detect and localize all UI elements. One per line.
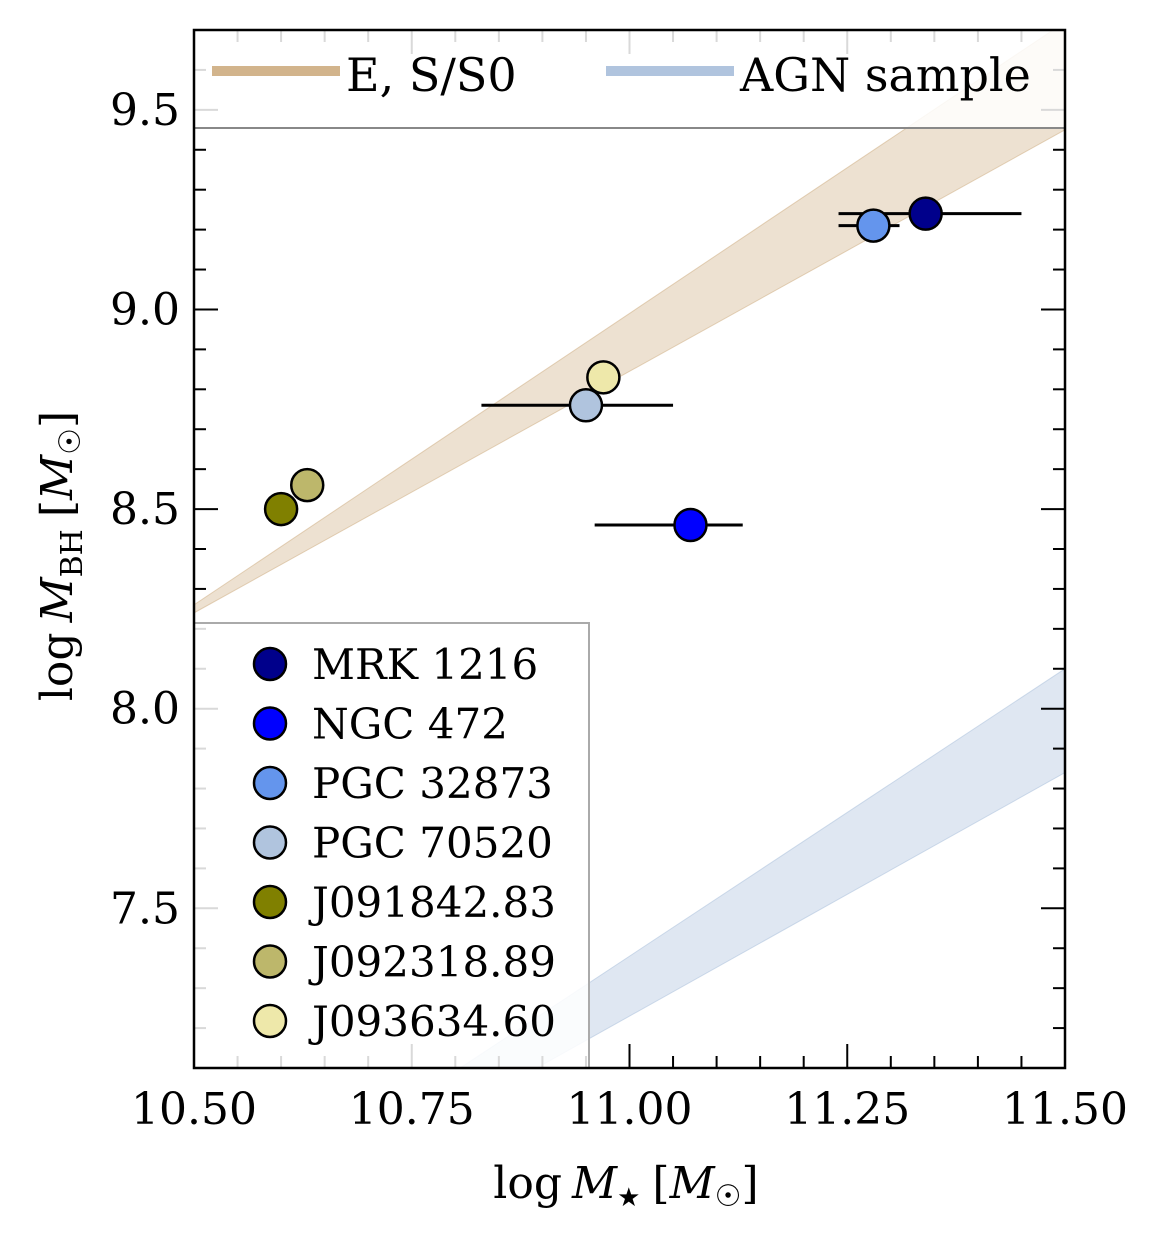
point-j093634-60 xyxy=(586,360,621,395)
x-tick-label: 11.00 xyxy=(567,1084,693,1135)
x-axis-label-log: log xyxy=(493,1158,562,1209)
legend-label-pgc-70520: PGC 70520 xyxy=(312,819,553,868)
legend-top-frame xyxy=(193,29,1066,129)
plot-frame xyxy=(192,28,1067,1070)
y-tick-label: 9.5 xyxy=(110,85,180,136)
point-pgc-70520 xyxy=(568,388,604,423)
y-tick-label: 8.5 xyxy=(110,484,180,535)
legend-marker-pgc-70520 xyxy=(252,825,288,860)
y-axis-label: log MBH [M☉] xyxy=(32,411,90,701)
y-axis-label-log: log xyxy=(32,632,83,701)
legend-label-pgc-32873: PGC 32873 xyxy=(312,759,553,808)
x-tick-label: 10.75 xyxy=(349,1084,475,1135)
y-tick-label: 7.5 xyxy=(110,883,180,934)
legend-label-j093634-60: J093634.60 xyxy=(308,997,556,1046)
y-tick-label: 9.0 xyxy=(110,284,180,335)
x-axis-label-unit: [M☉] xyxy=(652,1158,758,1214)
point-mrk-1216 xyxy=(908,196,943,231)
y-tick-label: 8.0 xyxy=(110,684,180,735)
legend-marker-j093634-60 xyxy=(252,1003,288,1039)
legend-label-ngc-472: NGC 472 xyxy=(312,700,508,749)
y-axis-label-bh: BH xyxy=(55,529,90,577)
x-tick-label: 11.50 xyxy=(1002,1084,1128,1135)
legend-label-agn: AGN sample xyxy=(739,48,1031,102)
legend-label-mrk-1216: MRK 1216 xyxy=(312,640,538,689)
legend-marker-mrk-1216 xyxy=(252,646,288,682)
x-axis-label-m: M xyxy=(571,1158,618,1209)
legend-marker-j092318-89 xyxy=(252,944,288,979)
point-pgc-32873 xyxy=(856,208,891,243)
x-axis-label: log M★ [M☉] xyxy=(493,1158,758,1214)
y-axis-label-m: M xyxy=(32,576,83,623)
regression-bands xyxy=(194,30,1065,1068)
y-axis-label-unit: [M☉] xyxy=(32,411,88,517)
x-axis-label-star: ★ xyxy=(617,1183,640,1213)
band-e-s-s0 xyxy=(194,30,1065,614)
legend-marker-pgc-32873 xyxy=(252,765,288,801)
tick-labels: 10.50 10.75 11.00 11.25 11.50 7.5 8.0 8.5 9.0 9.5 xyxy=(110,85,1128,1135)
x-tick-label: 11.25 xyxy=(784,1084,910,1135)
legend-marker-j091842-83 xyxy=(252,884,288,920)
band-agn-sample xyxy=(459,668,1065,1068)
point-j091842-83 xyxy=(263,491,299,527)
legend-label-ess0: E, S/S0 xyxy=(346,48,517,102)
legend-points: MRK 1216 NGC 472 PGC 32873 PGC 70520 J091842… xyxy=(193,622,590,1069)
point-j092318-89 xyxy=(289,467,325,503)
x-tick-label: 10.50 xyxy=(131,1084,257,1135)
legend-label-j091842-83: J091842.83 xyxy=(308,878,556,927)
legend-label-j092318-89: J092318.89 xyxy=(308,938,556,987)
legend-top: E, S/S0 AGN sample xyxy=(193,29,1066,129)
data-points xyxy=(263,196,943,543)
legend-marker-ngc-472 xyxy=(252,706,288,741)
point-ngc-472 xyxy=(673,507,708,543)
